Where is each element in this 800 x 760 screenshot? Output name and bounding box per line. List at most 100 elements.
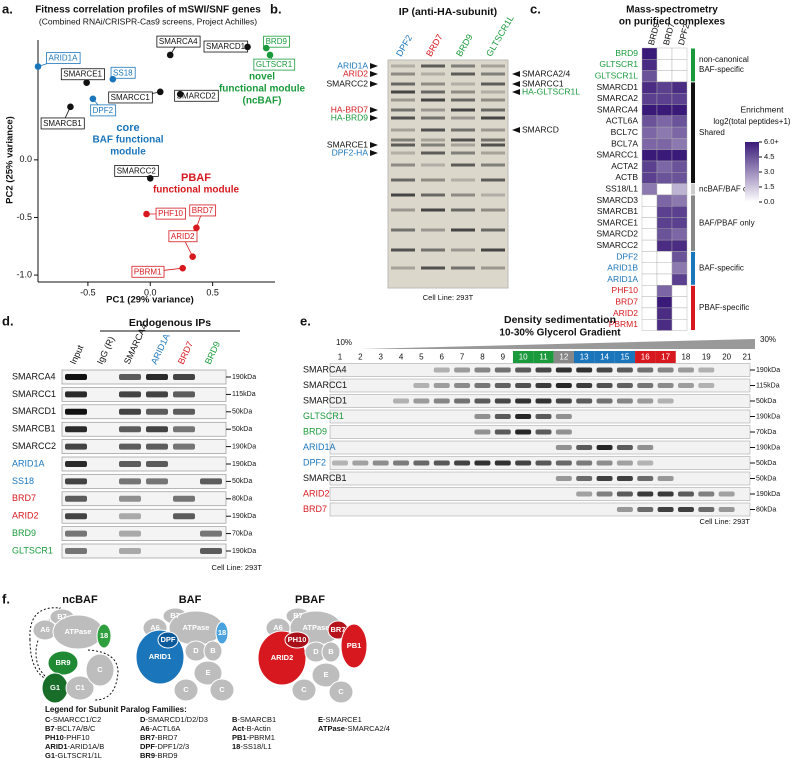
band: [421, 82, 445, 86]
arrowhead: [512, 71, 520, 77]
band: [596, 476, 613, 481]
subunit-label: DPF: [161, 635, 176, 644]
heat-cell: [641, 228, 658, 241]
fraction-label: 10: [519, 353, 528, 362]
complex-name: PBAF: [295, 594, 325, 606]
heat-cell: [671, 205, 688, 218]
fraction-label: 18: [681, 353, 690, 362]
subunit-label: B7: [170, 611, 180, 620]
fraction-label: 17: [661, 353, 670, 362]
heat-cell: [671, 70, 688, 83]
band: [451, 116, 475, 120]
band: [433, 383, 450, 388]
subunit-label: G1: [50, 683, 60, 692]
band: [481, 82, 505, 86]
band: [146, 374, 168, 380]
point: [67, 103, 74, 111]
label-box: [189, 204, 217, 217]
colorbar-tick-label: 6.0+: [764, 137, 779, 146]
annotation: functional module: [153, 185, 240, 196]
band-label: DPF2-HA: [332, 147, 369, 157]
band-label: HA-BRD7: [331, 104, 369, 114]
legend-key: B: [232, 715, 238, 724]
panel-subtitle: 10-30% Glycerol Gradient: [499, 328, 621, 339]
point-label: BRD7: [189, 204, 217, 217]
fraction-label: 11: [539, 353, 548, 362]
marker-label: 80kDa: [756, 506, 776, 513]
subunit-label: B7: [293, 611, 303, 620]
point: [166, 51, 174, 59]
heat-cell: [671, 138, 688, 150]
band: [421, 163, 445, 167]
annotation: novel: [249, 72, 275, 83]
panel-title: Density sedimentation: [504, 314, 616, 326]
band: [119, 408, 141, 415]
marker-label: 190kDa: [232, 461, 256, 468]
point-label: DPF2: [90, 104, 117, 117]
heat-cell: [671, 126, 688, 139]
band: [576, 383, 593, 388]
band-label: ARID2: [343, 68, 368, 78]
band: [65, 408, 87, 415]
point-label-text: ARID1A: [49, 54, 79, 63]
footer: Cell Line: 293T: [700, 517, 751, 526]
band: [200, 548, 222, 554]
group-label: BAF-specific: [699, 263, 744, 272]
colorbar-tick-label: 1.5: [764, 182, 774, 191]
band: [146, 478, 168, 485]
arrowhead: [370, 107, 378, 113]
band: [413, 460, 430, 466]
fraction-highlight: [574, 351, 595, 363]
subunit-label: E: [205, 668, 210, 677]
band: [481, 266, 505, 270]
row-label: BRD9: [303, 426, 327, 436]
band: [555, 414, 572, 419]
band: [596, 445, 613, 450]
heat-cell: [641, 273, 658, 286]
chart-subtitle: (Combined RNAi/CRISPR-Cas9 screens, Proj…: [39, 16, 257, 26]
band: [616, 383, 633, 388]
point: [83, 79, 90, 86]
marker-label: 50kDa: [232, 409, 252, 416]
band: [637, 383, 654, 388]
point: [143, 210, 150, 218]
point-label-text: BRD7: [192, 206, 214, 215]
row-label: SMARCE1: [597, 217, 638, 227]
point: [266, 51, 274, 59]
subunit-label: ATPase: [65, 627, 92, 636]
band: [433, 367, 450, 373]
band: [413, 383, 430, 388]
fraction-label: 7: [460, 353, 465, 362]
band: [421, 151, 445, 155]
heat-cell: [656, 172, 673, 184]
subunit: [173, 678, 199, 702]
lane-label: BRD9: [203, 340, 222, 366]
marker-label: 115kDa: [232, 391, 256, 398]
row-label: DPF2: [303, 457, 326, 467]
band-label: HA-BRD9: [331, 112, 369, 122]
fraction-highlight: [594, 351, 615, 363]
band: [481, 64, 505, 68]
point-label: ARID2: [168, 230, 198, 243]
point-label: ARID1A: [46, 52, 81, 65]
band: [535, 398, 552, 404]
marker-label: 115kDa: [756, 382, 780, 389]
band: [637, 460, 654, 466]
band-label: SMARCE1: [327, 139, 368, 149]
legend-key: E: [318, 715, 323, 724]
row-label: BRD7: [12, 493, 36, 503]
lane-label: BRD9: [454, 32, 475, 58]
band: [391, 108, 415, 112]
heat-cell: [671, 115, 688, 128]
legend-text: -SMARCA2/4: [345, 724, 390, 733]
band: [451, 64, 475, 68]
gradient-label: 30%: [760, 335, 776, 344]
band: [119, 426, 141, 433]
fraction-highlight: [635, 351, 656, 363]
chart-title: Fitness correlation profiles of mSWI/SNF…: [35, 5, 261, 16]
legend-text: -PBRM1: [247, 733, 275, 742]
band-label: SMARCD: [522, 124, 559, 134]
band: [481, 248, 505, 252]
row-label: PBRM1: [609, 319, 639, 329]
row-label: BRD9: [12, 528, 36, 538]
